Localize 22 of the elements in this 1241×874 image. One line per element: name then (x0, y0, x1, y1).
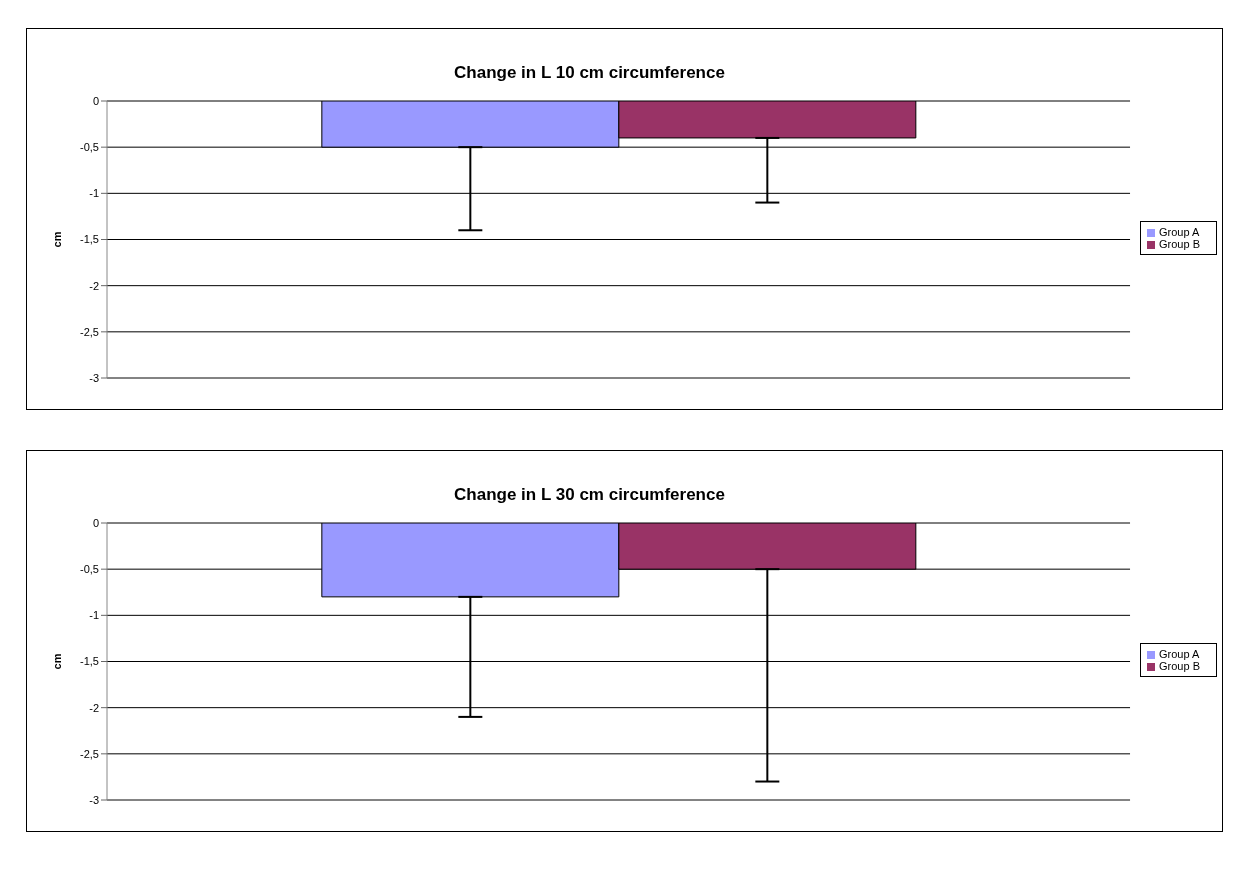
legend-label: Group B (1159, 660, 1200, 672)
y-tick-label: -1 (89, 187, 99, 200)
chart-title: Change in L 30 cm circumference (453, 485, 726, 505)
y-tick-label: -1,5 (80, 233, 99, 246)
y-tick-label: -2,5 (80, 747, 99, 760)
y-tick-label: -2 (89, 279, 99, 292)
y-tick-label: -0,5 (80, 141, 99, 154)
y-tick-label: -2 (89, 701, 99, 714)
y-tick-label: 0 (92, 94, 99, 107)
y-axis-title: cm (50, 231, 63, 248)
legend-label: Group A (1159, 226, 1200, 238)
y-tick-label: -1 (89, 609, 99, 622)
y-tick-label: -0,5 (80, 563, 99, 576)
chart-title: Change in L 10 cm circumference (453, 63, 726, 83)
y-tick-label: -1,5 (80, 655, 99, 668)
y-axis-title: cm (50, 653, 63, 670)
legend-label: Group B (1159, 238, 1200, 250)
legend-label: Group A (1159, 648, 1200, 660)
y-tick-label: -3 (89, 793, 99, 806)
y-tick-label: -3 (89, 371, 99, 384)
y-tick-label: -2,5 (80, 325, 99, 338)
y-tick-label: 0 (92, 516, 99, 529)
